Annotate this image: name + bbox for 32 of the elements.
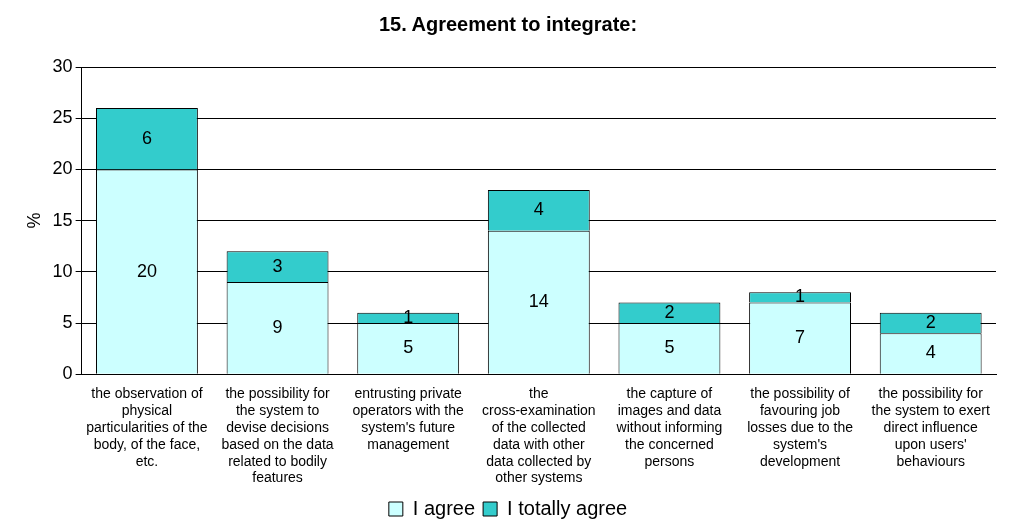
chart-title: 15. Agreement to integrate: bbox=[378, 12, 638, 35]
y-tick-label: 10 bbox=[52, 260, 73, 281]
x-tick-label: the capture of images and data without informing the concerned persons bbox=[615, 385, 723, 469]
data-label: 2 bbox=[925, 311, 936, 332]
x-tick-label: the possibility for the system to devise decisions based on the data related to bodily features bbox=[221, 385, 334, 486]
legend-label: I totally agree bbox=[507, 496, 628, 519]
x-tick-label: the observation of physical particularities of the body, of the face, etc. bbox=[86, 385, 208, 469]
x-tick-label: the possibility of favouring job losses due to the system's development bbox=[747, 385, 854, 469]
data-label: 20 bbox=[136, 260, 157, 281]
x-tick-label: the cross-examination of the collected data with other data collected by other systems bbox=[482, 385, 596, 486]
data-label: 2 bbox=[664, 301, 675, 322]
x-tick-label: the possibility for the system to exert direct influence upon users' behaviours bbox=[871, 385, 990, 469]
data-label: 3 bbox=[272, 255, 283, 276]
y-tick-label: 0 bbox=[62, 363, 73, 384]
y-axis-title: % bbox=[23, 212, 44, 229]
y-tick-label: 20 bbox=[52, 158, 73, 179]
x-tick-label: entrusting private operators with the system's future management bbox=[352, 385, 465, 452]
data-label: 5 bbox=[403, 337, 414, 358]
data-label: 1 bbox=[403, 306, 414, 327]
data-label: 6 bbox=[141, 127, 152, 148]
y-tick-label: 5 bbox=[62, 311, 73, 332]
data-label: 14 bbox=[528, 291, 549, 312]
data-label: 4 bbox=[533, 199, 544, 220]
y-tick-label: 15 bbox=[52, 209, 73, 230]
legend-label: I agree bbox=[412, 496, 476, 519]
y-tick-label: 30 bbox=[52, 55, 73, 76]
data-label: 9 bbox=[272, 316, 283, 337]
data-label: 5 bbox=[664, 337, 675, 358]
y-tick-label: 25 bbox=[52, 107, 73, 128]
data-label: 1 bbox=[795, 286, 806, 307]
data-label: 7 bbox=[795, 327, 806, 348]
data-label: 4 bbox=[925, 342, 936, 363]
